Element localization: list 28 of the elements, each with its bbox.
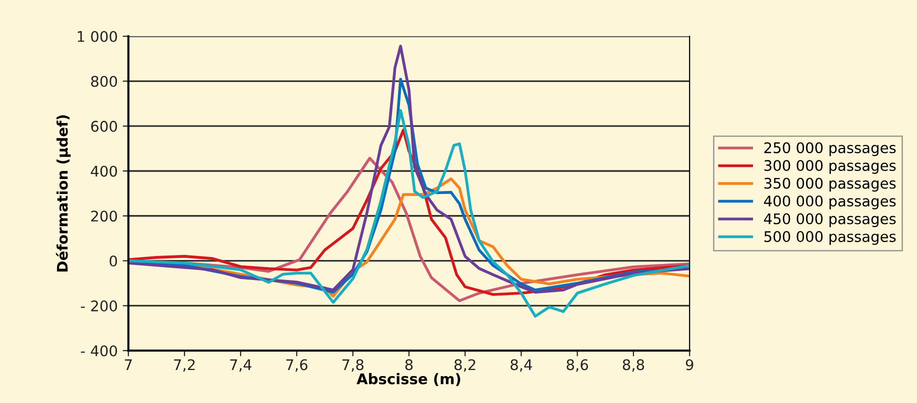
x-axis-title: Abscisse (m): [356, 373, 460, 386]
x-tick-label: 8,6: [566, 359, 588, 372]
legend-label: 500 000 passages: [764, 231, 896, 245]
y-tick-label: 200: [91, 210, 117, 222]
legend-label: 300 000 passages: [764, 160, 896, 174]
line-series: [128, 109, 690, 318]
legend-label: 250 000 passages: [764, 142, 896, 156]
x-tick-label: 8,2: [454, 359, 476, 372]
legend-label: 350 000 passages: [764, 178, 896, 192]
x-tick-label: 7,8: [342, 359, 364, 372]
x-tick-label: 7,6: [286, 359, 308, 372]
x-tick-label: 8,4: [510, 359, 532, 372]
y-tick-label: 600: [91, 120, 117, 132]
legend-label: 450 000 passages: [764, 213, 896, 228]
x-tick-label: 7,2: [174, 359, 195, 372]
x-tick-label: 7,4: [230, 359, 252, 372]
y-tick-label: 800: [91, 76, 117, 87]
x-tick-label: 8: [405, 359, 413, 370]
y-tick-label: 400: [90, 166, 117, 177]
y-axis-title: Déformation (µdef): [56, 115, 71, 272]
y-tick-label: - 200: [80, 300, 117, 312]
legend-label: 400 000 passages: [764, 196, 896, 210]
x-tick-label: 9: [686, 359, 694, 370]
y-tick-label: 1 000: [78, 30, 117, 42]
y-tick-label: - 400: [80, 345, 117, 356]
x-tick-label: 7: [124, 359, 132, 370]
x-tick-label: 8,8: [622, 359, 644, 372]
y-tick-label: 0: [110, 256, 117, 267]
